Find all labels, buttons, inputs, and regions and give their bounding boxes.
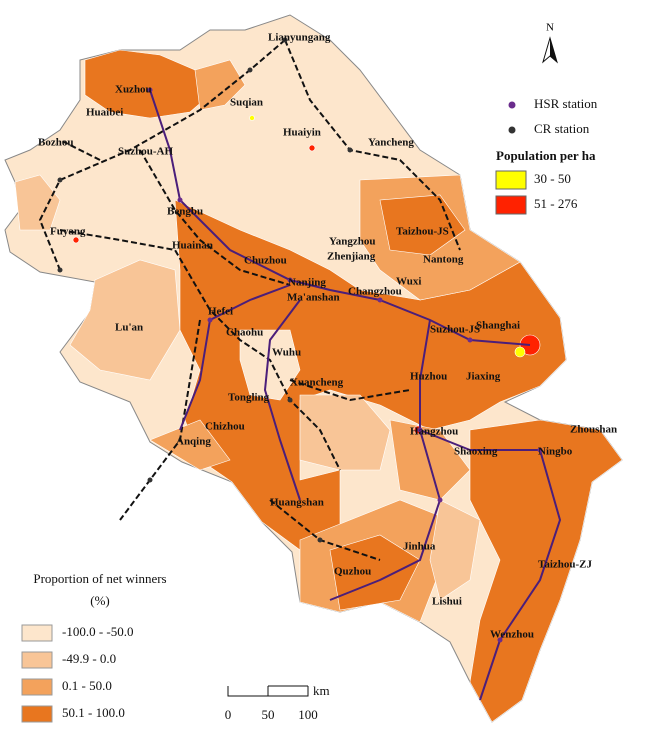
scale-tick: 100 bbox=[298, 707, 318, 722]
legend-label: 0.1 - 50.0 bbox=[62, 678, 112, 693]
legend-label: 51 - 276 bbox=[534, 196, 578, 211]
legend-label: -100.0 - -50.0 bbox=[62, 624, 134, 639]
city-label: Jiaxing bbox=[466, 371, 501, 383]
city-label: Ningbo bbox=[538, 446, 573, 458]
legend-marker bbox=[508, 101, 516, 109]
city-label: Taizhou-JS bbox=[396, 226, 449, 238]
city-label: Chaohu bbox=[226, 327, 263, 339]
legend-label: HSR station bbox=[534, 96, 598, 111]
city-label: Suzhou-AH bbox=[118, 146, 173, 158]
legend-swatch bbox=[21, 705, 53, 723]
city-label: Shaoxing bbox=[454, 446, 498, 458]
city-label: Wuxi bbox=[396, 276, 421, 288]
city-label: Ma'anshan bbox=[287, 292, 340, 304]
legend-bottom: Proportion of net winners (%) -100.0 - -50… bbox=[21, 571, 167, 723]
city-label: Huzhou bbox=[410, 371, 447, 383]
scale-bar bbox=[227, 685, 309, 697]
legend-swatch bbox=[495, 195, 527, 215]
north-label: N bbox=[546, 22, 554, 34]
legend-title: Proportion of net winners bbox=[33, 571, 166, 586]
city-label: Xuzhou bbox=[115, 84, 152, 96]
legend-label: CR station bbox=[534, 121, 590, 136]
north-arrow: N bbox=[542, 22, 558, 64]
city-label: Chizhou bbox=[205, 421, 245, 433]
city-label: Wuhu bbox=[272, 347, 301, 359]
scale-unit: km bbox=[313, 683, 330, 698]
city-label: Lu'an bbox=[115, 322, 143, 334]
city-label: Hefei bbox=[208, 306, 233, 318]
city-label: Zhenjiang bbox=[327, 251, 376, 263]
city-label: Changzhou bbox=[348, 286, 402, 298]
city-label: Jinhua bbox=[403, 541, 436, 553]
city-label: Huangshan bbox=[270, 497, 324, 509]
city-label: Quzhou bbox=[334, 566, 371, 578]
legend-top: HSR station CR station Population per ha 30… bbox=[495, 96, 598, 215]
legend-swatch bbox=[21, 624, 53, 642]
legend-label: -49.9 - 0.0 bbox=[62, 651, 116, 666]
legend-unit: (%) bbox=[90, 593, 110, 608]
stations bbox=[57, 37, 543, 643]
city-label: Suzhou-JS bbox=[430, 324, 480, 336]
city-label: Huainan bbox=[172, 240, 213, 252]
city-label: Bozhou bbox=[38, 137, 73, 149]
city-label: Lishui bbox=[432, 596, 462, 608]
city-label: Anqing bbox=[176, 436, 211, 448]
city-label: Chuzhou bbox=[244, 255, 287, 267]
legend-label: 30 - 50 bbox=[534, 171, 571, 186]
city-label: Lianyungang bbox=[268, 32, 331, 44]
legend-swatch bbox=[21, 678, 53, 696]
city-labels: Lianyungang Xuzhou Suqian Huaibei Huaiyin Boz… bbox=[38, 32, 617, 641]
city-label: Huaibei bbox=[86, 107, 123, 119]
city-label: Fuyang bbox=[50, 226, 86, 238]
city-label: Zhoushan bbox=[570, 424, 617, 436]
legend-swatch bbox=[21, 651, 53, 669]
city-label: Hangzhou bbox=[410, 426, 458, 438]
city-label: Tongling bbox=[228, 392, 270, 404]
legend-swatch bbox=[495, 170, 527, 190]
city-label: Taizhou-ZJ bbox=[538, 559, 593, 571]
city-label: Suqian bbox=[230, 97, 263, 109]
regions bbox=[14, 49, 623, 723]
legend-marker bbox=[508, 126, 516, 134]
city-label: Yangzhou bbox=[329, 236, 375, 248]
city-label: Bengbu bbox=[167, 206, 203, 218]
scale-tick: 0 bbox=[225, 707, 232, 722]
city-label: Shanghai bbox=[476, 320, 520, 332]
city-label: Yancheng bbox=[368, 137, 414, 149]
city-label: Nanjing bbox=[288, 277, 326, 289]
city-label: Nantong bbox=[423, 254, 464, 266]
legend-label: 50.1 - 100.0 bbox=[62, 705, 125, 720]
city-label: Wenzhou bbox=[490, 629, 534, 641]
city-label: Xuancheng bbox=[290, 377, 344, 389]
city-label: Huaiyin bbox=[283, 127, 321, 139]
scale-tick: 50 bbox=[262, 707, 275, 722]
legend-title: Population per ha bbox=[496, 148, 596, 163]
